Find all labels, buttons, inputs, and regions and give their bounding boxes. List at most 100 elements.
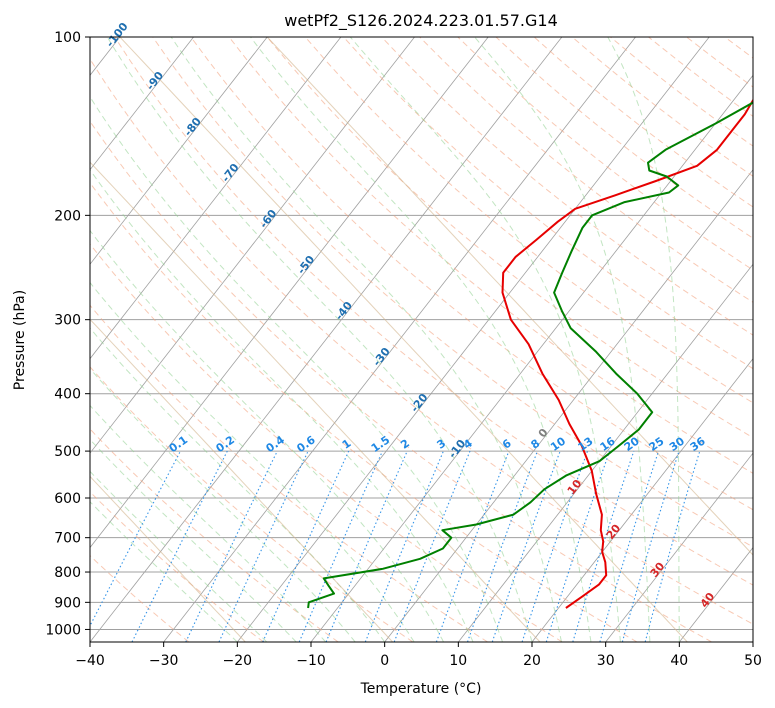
y-tick-label: 300 [54,313,81,329]
dry-adiabat-line [90,120,712,642]
y-tick-label: 700 [54,531,81,547]
dry-adiabat-line [90,181,638,642]
dewpoint-profile [307,101,753,609]
axis-ticks: −40 −30 −20 −10 0 10 20 30 40 5010020030040050060… [45,30,762,669]
mixing-ratio-line [298,450,384,642]
dry-adiabat-line [90,366,414,642]
y-tick-label: 800 [54,565,81,581]
mixing-ratio-label: 2 [398,437,412,452]
theta-e-line [90,161,541,642]
y-tick-label: 100 [54,30,81,46]
isotherm-line [237,37,710,642]
isotherm-line [90,37,415,454]
isotherm-line [752,641,753,642]
mixing-ratio-label: 0.6 [294,433,318,455]
moist-adiabat-line [349,37,621,642]
mixing-ratio-label: 6 [500,437,514,452]
x-tick-label: 10 [449,653,467,669]
moist-adiabat-line [90,229,445,642]
y-tick-label: 900 [54,595,81,611]
x-tick-label: 20 [523,653,541,669]
dry-adiabat-line [90,554,190,642]
x-axis-label: Temperature (°C) [360,681,482,697]
isotherm-label: 0 [536,426,551,440]
sounding-profiles [307,98,753,609]
dry-adiabat-line [90,428,339,642]
x-tick-label: −40 [75,653,105,669]
dry-adiabat-line [419,37,753,303]
dry-adiabat-line [686,37,753,88]
mixing-ratio-line [131,450,228,642]
dry-adiabat-line [114,37,753,586]
mixing-ratio-line [572,450,635,642]
dry-adiabat-line [228,37,753,474]
isotherm-line [384,169,753,642]
y-tick-label: 1000 [45,622,81,638]
x-tick-label: 50 [744,653,762,669]
moist-adiabat-line [170,37,562,642]
mixing-ratio-line [545,450,611,642]
moist-adiabat-line [90,438,297,642]
x-tick-label: −30 [149,653,179,669]
isotherm-label: -20 [408,391,431,415]
moist-adiabat-line [607,37,680,642]
mixing-ratio-line [491,450,561,642]
isotherm-label: 20 [604,522,624,542]
moist-adiabat-line [90,404,327,642]
dry-adiabat-line [90,304,488,642]
background-lines [90,37,775,642]
isotherm-line [163,37,636,642]
isotherm-label: 30 [648,560,668,580]
isotherm-line [90,37,268,265]
dry-adiabat-line [90,58,753,625]
x-tick-label: 30 [597,653,615,669]
x-tick-label: −10 [296,653,326,669]
isotherm-line [310,74,753,642]
isotherm-line [531,358,753,642]
moist-adiabat-line [90,470,268,642]
dry-adiabat-line [190,37,753,511]
chart-title: wetPf2_S126.2024.223.01.57.G14 [284,11,558,31]
moist-adiabat-line [106,37,533,642]
theta-e-line [90,318,393,642]
y-tick-label: 500 [54,444,81,460]
isotherm-line [90,37,563,642]
mixing-ratio-label: 8 [529,437,543,452]
isotherm-line [90,37,194,171]
mixing-ratio-label: 0.1 [167,433,190,455]
mixing-ratio-line [364,450,444,642]
mixing-ratio-line [90,450,181,628]
isotherm-label: 40 [698,590,718,610]
mixing-ratio-line [521,450,589,642]
isotherm-line [458,263,753,642]
isotherm-label: -60 [257,207,280,231]
mixing-ratio-line [621,450,680,642]
isotherm-label: 10 [565,477,585,497]
dry-adiabat-line [90,243,563,642]
x-tick-label: 0 [380,653,389,669]
mixing-ratio-line [262,450,350,642]
moist-adiabat-line [90,327,386,642]
isotherm-label: -50 [295,253,318,277]
mixing-ratio-label: 3 [435,437,449,452]
theta-e-line [90,475,246,642]
mixing-ratio-line [218,450,309,642]
moist-adiabat-line [90,168,474,642]
y-tick-label: 400 [54,387,81,403]
plot-frame [89,36,754,643]
y-tick-label: 600 [54,491,81,507]
dry-adiabat-line [304,37,753,404]
mixing-ratio-line [325,450,408,642]
moist-adiabat-line [90,501,238,642]
dry-adiabat-line [763,37,775,642]
mixing-ratio-line [466,450,538,642]
theta-e-line [119,37,688,642]
temperature-profile [501,98,753,609]
moist-adiabat-line [474,37,651,642]
x-tick-label: 40 [670,653,688,669]
mixing-ratio-label: 0.4 [264,433,288,455]
moist-adiabat-line [90,367,356,642]
dry-adiabat-line [533,37,753,208]
y-tick-label: 200 [54,208,81,224]
